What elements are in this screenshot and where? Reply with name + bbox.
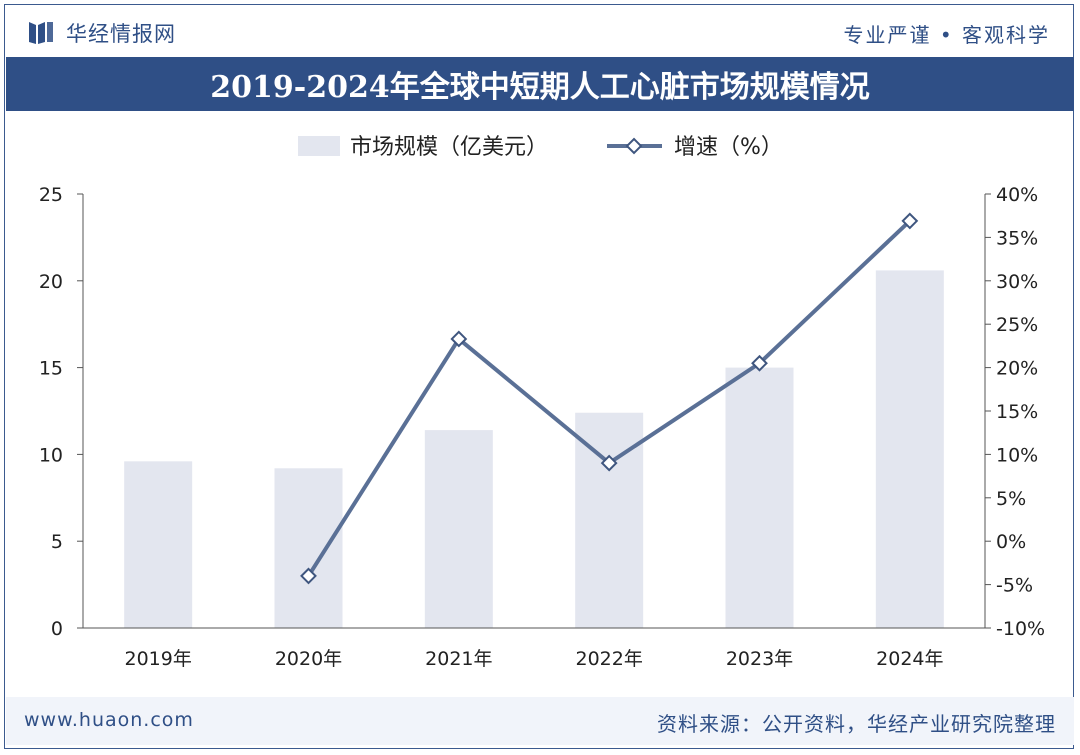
x-tick-label: 2020年 xyxy=(275,648,342,670)
chart-title: 2019-2024年全球中短期人工心脏市场规模情况 xyxy=(210,70,870,105)
x-tick-label: 2019年 xyxy=(124,648,191,670)
y-left-tick-label: 10 xyxy=(39,444,63,466)
x-tick-label: 2024年 xyxy=(876,648,943,670)
growth-point xyxy=(300,567,317,585)
y-right-tick-label: 20% xyxy=(996,358,1038,380)
y-left-tick-label: 0 xyxy=(51,618,63,640)
y-right-tick-label: 5% xyxy=(996,488,1026,510)
y-right-tick-label: -5% xyxy=(996,575,1033,597)
y-right-tick-label: 0% xyxy=(996,531,1026,553)
y-right-tick-label: 15% xyxy=(996,401,1038,423)
footer-url: www.huaon.com xyxy=(24,709,194,731)
growth-point xyxy=(751,354,768,372)
y-right-tick-label: -10% xyxy=(996,618,1045,640)
bar xyxy=(875,270,944,628)
y-left-tick-label: 5 xyxy=(51,531,63,553)
legend-bar-label: 市场规模（亿美元） xyxy=(350,135,548,160)
slogan: 专业严谨 • 客观科学 xyxy=(843,23,1050,47)
y-left-tick-label: 20 xyxy=(39,271,63,293)
y-right-tick-label: 35% xyxy=(996,227,1038,249)
chart-title-bar: 2019-2024年全球中短期人工心脏市场规模情况 xyxy=(6,57,1074,111)
footer-source: 资料来源：公开资料，华经产业研究院整理 xyxy=(657,712,1056,736)
growth-point xyxy=(600,454,618,472)
x-tick-label: 2022年 xyxy=(575,648,642,670)
x-tick-label: 2021年 xyxy=(425,648,492,670)
y-right-tick-label: 40% xyxy=(996,184,1038,206)
bar xyxy=(725,367,794,628)
legend-line-marker xyxy=(625,137,643,155)
x-tick-label: 2023年 xyxy=(726,648,793,670)
bar xyxy=(424,430,493,628)
brand: 华经情报网 xyxy=(28,18,176,48)
y-left-tick-label: 25 xyxy=(39,184,63,206)
y-right-tick-label: 10% xyxy=(996,444,1038,466)
legend-bar-swatch xyxy=(298,136,340,156)
legend-line-label: 增速（%） xyxy=(674,135,783,160)
growth-point xyxy=(450,330,468,348)
y-right-tick-label: 30% xyxy=(996,271,1038,293)
brand-logo-icon xyxy=(29,22,53,44)
header-bar: 华经情报网 专业严谨 • 客观科学 xyxy=(6,6,1072,54)
y-right-tick-label: 25% xyxy=(996,314,1038,336)
bar xyxy=(274,468,343,628)
brand-name: 华经情报网 xyxy=(66,22,176,46)
footer-bar: www.huaon.com 资料来源：公开资料，华经产业研究院整理 xyxy=(6,697,1074,745)
growth-point xyxy=(901,212,919,230)
bar xyxy=(124,461,193,628)
y-left-tick-label: 15 xyxy=(39,358,63,380)
